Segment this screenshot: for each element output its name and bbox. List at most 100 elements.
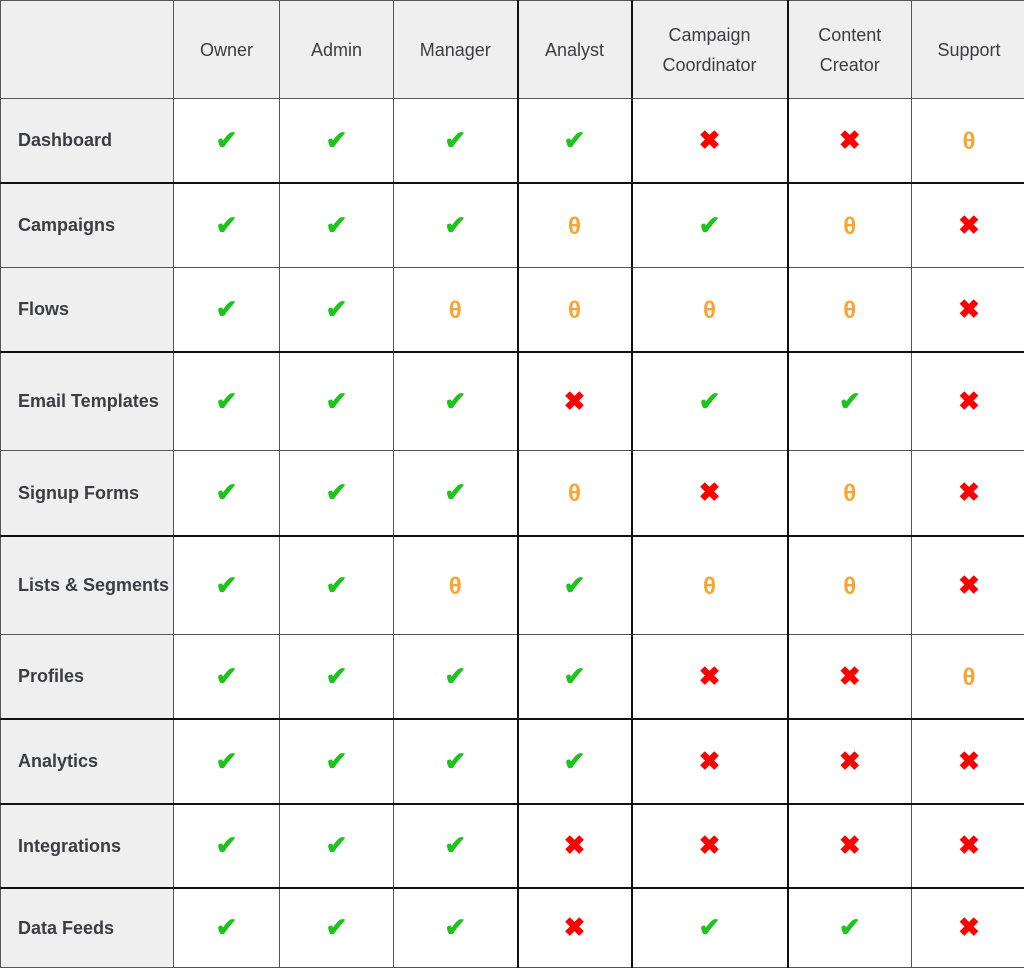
partial-icon: θ: [843, 213, 856, 240]
permission-cell: ✔: [174, 719, 280, 804]
permission-cell: θ: [912, 635, 1024, 719]
cross-icon: ✖: [699, 746, 721, 776]
partial-icon: θ: [843, 480, 856, 507]
permission-cell: ✖: [912, 804, 1024, 888]
permission-cell: θ: [632, 268, 788, 352]
cross-icon: ✖: [699, 125, 721, 155]
permission-cell: ✔: [280, 99, 394, 183]
check-icon: ✔: [564, 661, 586, 691]
check-icon: ✔: [444, 912, 466, 942]
check-icon: ✔: [564, 570, 586, 600]
permission-cell: ✔: [632, 888, 788, 968]
permission-cell: θ: [518, 183, 632, 268]
check-icon: ✔: [699, 386, 721, 416]
permission-cell: θ: [788, 451, 912, 536]
permission-cell: ✖: [912, 536, 1024, 635]
row-label: Lists & Segments: [1, 536, 174, 635]
cross-icon: ✖: [699, 830, 721, 860]
permission-cell: ✔: [394, 183, 518, 268]
cross-icon: ✖: [958, 386, 980, 416]
check-icon: ✔: [216, 210, 238, 240]
permission-cell: ✔: [394, 635, 518, 719]
permission-cell: ✔: [518, 536, 632, 635]
check-icon: ✔: [839, 912, 861, 942]
permission-cell: ✔: [518, 635, 632, 719]
permission-cell: ✖: [788, 804, 912, 888]
check-icon: ✔: [216, 386, 238, 416]
permission-cell: ✖: [518, 804, 632, 888]
permission-cell: ✔: [174, 451, 280, 536]
row-label: Flows: [1, 268, 174, 352]
permission-cell: θ: [518, 268, 632, 352]
permission-cell: ✔: [174, 99, 280, 183]
permission-cell: ✖: [788, 635, 912, 719]
partial-icon: θ: [703, 297, 716, 324]
permission-cell: ✔: [518, 99, 632, 183]
permission-cell: ✖: [912, 352, 1024, 451]
partial-icon: θ: [449, 297, 462, 324]
check-icon: ✔: [326, 294, 348, 324]
check-icon: ✔: [699, 210, 721, 240]
permission-cell: ✔: [394, 719, 518, 804]
column-header-content-creator: Content Creator: [788, 1, 912, 99]
permission-cell: ✔: [280, 268, 394, 352]
table-row: Dashboard✔✔✔✔✖✖θ: [1, 99, 1024, 183]
permission-cell: ✔: [280, 536, 394, 635]
check-icon: ✔: [444, 125, 466, 155]
check-icon: ✔: [444, 477, 466, 507]
cross-icon: ✖: [839, 830, 861, 860]
permission-cell: ✔: [518, 719, 632, 804]
check-icon: ✔: [326, 912, 348, 942]
permission-cell: θ: [518, 451, 632, 536]
cross-icon: ✖: [958, 570, 980, 600]
check-icon: ✔: [444, 661, 466, 691]
permission-cell: θ: [788, 183, 912, 268]
check-icon: ✔: [326, 125, 348, 155]
cross-icon: ✖: [699, 661, 721, 691]
permission-cell: ✔: [174, 804, 280, 888]
check-icon: ✔: [326, 661, 348, 691]
partial-icon: θ: [843, 573, 856, 600]
cross-icon: ✖: [958, 830, 980, 860]
permission-cell: ✖: [518, 888, 632, 968]
cross-icon: ✖: [564, 912, 586, 942]
table-row: Signup Forms✔✔✔θ✖θ✖: [1, 451, 1024, 536]
cross-icon: ✖: [958, 210, 980, 240]
partial-icon: θ: [449, 573, 462, 600]
permission-cell: θ: [394, 268, 518, 352]
permission-cell: ✖: [632, 99, 788, 183]
permission-cell: ✔: [174, 352, 280, 451]
permission-cell: ✔: [394, 804, 518, 888]
partial-icon: θ: [568, 480, 581, 507]
column-header-admin: Admin: [280, 1, 394, 99]
permission-cell: ✔: [632, 352, 788, 451]
column-header-manager: Manager: [394, 1, 518, 99]
cross-icon: ✖: [699, 477, 721, 507]
permission-cell: ✔: [394, 451, 518, 536]
row-label: Signup Forms: [1, 451, 174, 536]
permission-cell: ✔: [174, 268, 280, 352]
permission-cell: ✔: [174, 888, 280, 968]
check-icon: ✔: [444, 746, 466, 776]
permission-cell: ✖: [912, 888, 1024, 968]
table-row: Profiles✔✔✔✔✖✖θ: [1, 635, 1024, 719]
cross-icon: ✖: [958, 912, 980, 942]
check-icon: ✔: [216, 477, 238, 507]
permission-cell: ✔: [280, 719, 394, 804]
permission-cell: ✔: [632, 183, 788, 268]
cross-icon: ✖: [958, 746, 980, 776]
column-header-owner: Owner: [174, 1, 280, 99]
check-icon: ✔: [216, 746, 238, 776]
permission-cell: ✖: [632, 451, 788, 536]
check-icon: ✔: [326, 830, 348, 860]
check-icon: ✔: [216, 830, 238, 860]
permission-cell: ✔: [174, 635, 280, 719]
permission-cell: ✖: [632, 804, 788, 888]
table-row: Email Templates✔✔✔✖✔✔✖: [1, 352, 1024, 451]
permission-cell: ✔: [788, 888, 912, 968]
check-icon: ✔: [444, 830, 466, 860]
permission-cell: ✖: [632, 635, 788, 719]
